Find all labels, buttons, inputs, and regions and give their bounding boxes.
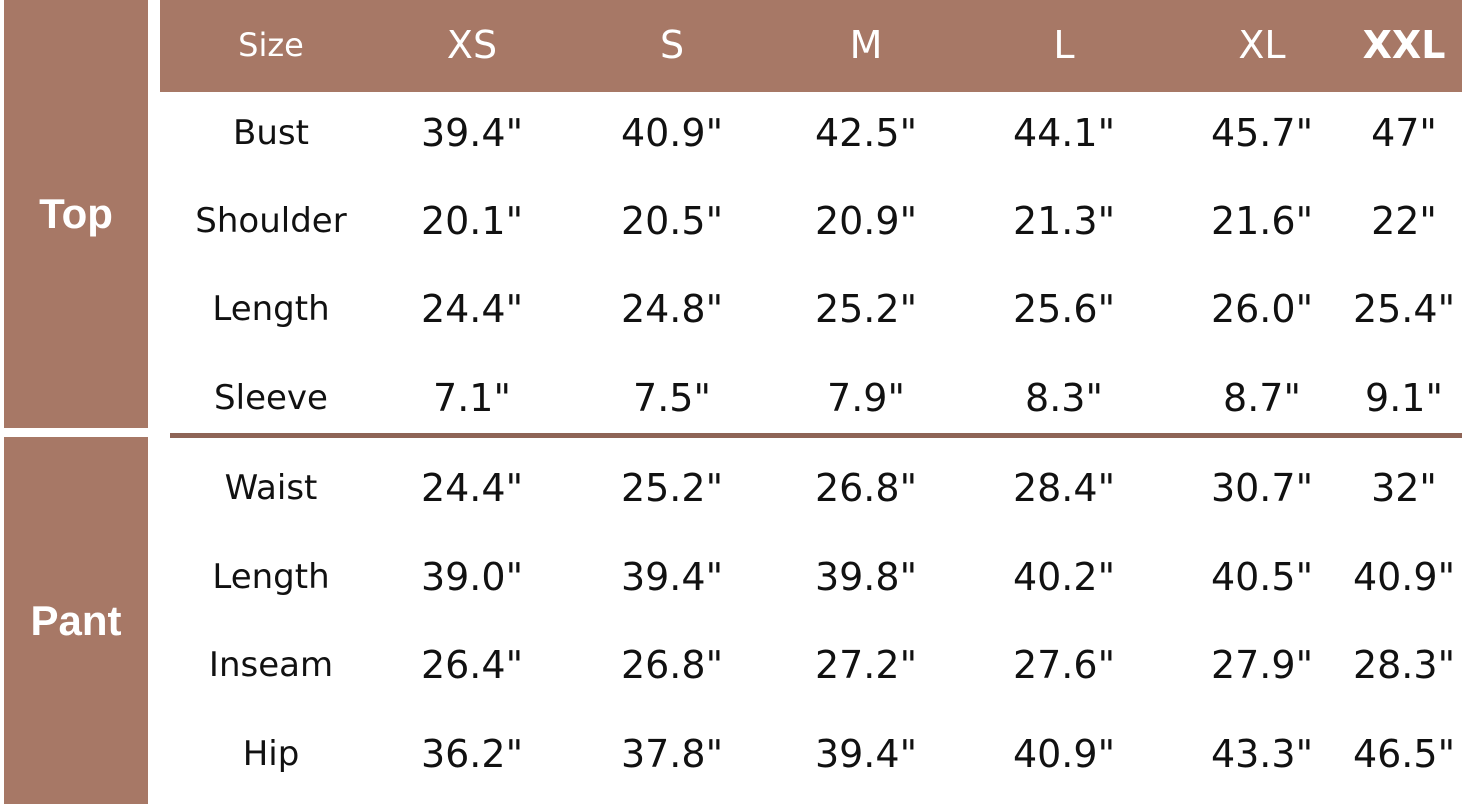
- measurement-cell: 7.5": [633, 376, 711, 420]
- measurement-cell: 40.2": [1012, 555, 1116, 599]
- row-label-top-shoulder: Shoulder: [195, 201, 347, 241]
- measurement-cell: 7.1": [433, 376, 511, 420]
- section-divider: [170, 433, 1462, 438]
- measurement-cell: 24.4": [420, 287, 524, 331]
- measurement-cell: 39.8": [814, 555, 918, 599]
- measurement-cell: 25.6": [1012, 287, 1116, 331]
- measurement-cell: 39.4": [420, 111, 524, 155]
- measurement-cell: 30.7": [1210, 466, 1314, 510]
- measurement-cell: 42.5": [814, 111, 918, 155]
- measurement-cell: 26.4": [420, 643, 524, 687]
- header-size-xs: XS: [446, 23, 498, 67]
- measurement-cell: 20.1": [420, 199, 524, 243]
- measurement-cell: 39.0": [420, 555, 524, 599]
- measurement-cell: 22": [1371, 199, 1437, 243]
- row-label-top-sleeve: Sleeve: [214, 378, 328, 418]
- measurement-cell: 39.4": [814, 732, 918, 776]
- measurement-cell: 40.9": [620, 111, 724, 155]
- measurement-cell: 28.4": [1012, 466, 1116, 510]
- row-label-pant-inseam: Inseam: [208, 645, 334, 685]
- measurement-cell: 26.0": [1210, 287, 1314, 331]
- measurement-cell: 40.9": [1352, 555, 1456, 599]
- measurement-cell: 40.5": [1210, 555, 1314, 599]
- measurement-cell: 21.6": [1210, 199, 1314, 243]
- measurement-cell: 25.4": [1352, 287, 1456, 331]
- measurement-cell: 9.1": [1365, 376, 1443, 420]
- measurement-cell: 8.3": [1025, 376, 1103, 420]
- measurement-cell: 21.3": [1012, 199, 1116, 243]
- measurement-cell: 25.2": [620, 466, 724, 510]
- measurement-cell: 46.5": [1352, 732, 1456, 776]
- measurement-cell: 39.4": [620, 555, 724, 599]
- row-label-top-length: Length: [212, 289, 330, 329]
- measurement-cell: 27.2": [814, 643, 918, 687]
- header-size-s: S: [659, 23, 685, 67]
- measurement-cell: 45.7": [1210, 111, 1314, 155]
- measurement-cell: 28.3": [1352, 643, 1456, 687]
- measurement-cell: 27.6": [1012, 643, 1116, 687]
- measurement-cell: 43.3": [1210, 732, 1314, 776]
- measurement-cell: 24.8": [620, 287, 724, 331]
- row-label-pant-waist: Waist: [224, 468, 318, 508]
- header-size-xl: XL: [1238, 23, 1286, 67]
- measurement-cell: 26.8": [620, 643, 724, 687]
- section-label-pant: Pant: [4, 437, 148, 804]
- measurement-cell: 36.2": [420, 732, 524, 776]
- measurement-cell: 44.1": [1012, 111, 1116, 155]
- row-label-pant-hip: Hip: [242, 734, 300, 774]
- measurement-cell: 20.9": [814, 199, 918, 243]
- measurement-cell: 47": [1371, 111, 1437, 155]
- section-label-top: Top: [4, 0, 148, 428]
- measurement-cell: 25.2": [814, 287, 918, 331]
- measurement-cell: 27.9": [1210, 643, 1314, 687]
- row-label-pant-length: Length: [212, 557, 330, 597]
- measurement-cell: 8.7": [1223, 376, 1301, 420]
- header-size-xxl: XXL: [1362, 23, 1446, 67]
- measurement-cell: 26.8": [814, 466, 918, 510]
- header-size-l: L: [1053, 23, 1075, 67]
- measurement-cell: 37.8": [620, 732, 724, 776]
- header-size-m: M: [849, 23, 883, 67]
- measurement-cell: 20.5": [620, 199, 724, 243]
- measurement-cell: 24.4": [420, 466, 524, 510]
- measurement-cell: 32": [1371, 466, 1437, 510]
- measurement-cell: 7.9": [827, 376, 905, 420]
- size-header-bar: [160, 0, 1462, 92]
- row-label-top-bust: Bust: [233, 113, 309, 153]
- measurement-cell: 40.9": [1012, 732, 1116, 776]
- header-size-label: Size: [238, 26, 304, 64]
